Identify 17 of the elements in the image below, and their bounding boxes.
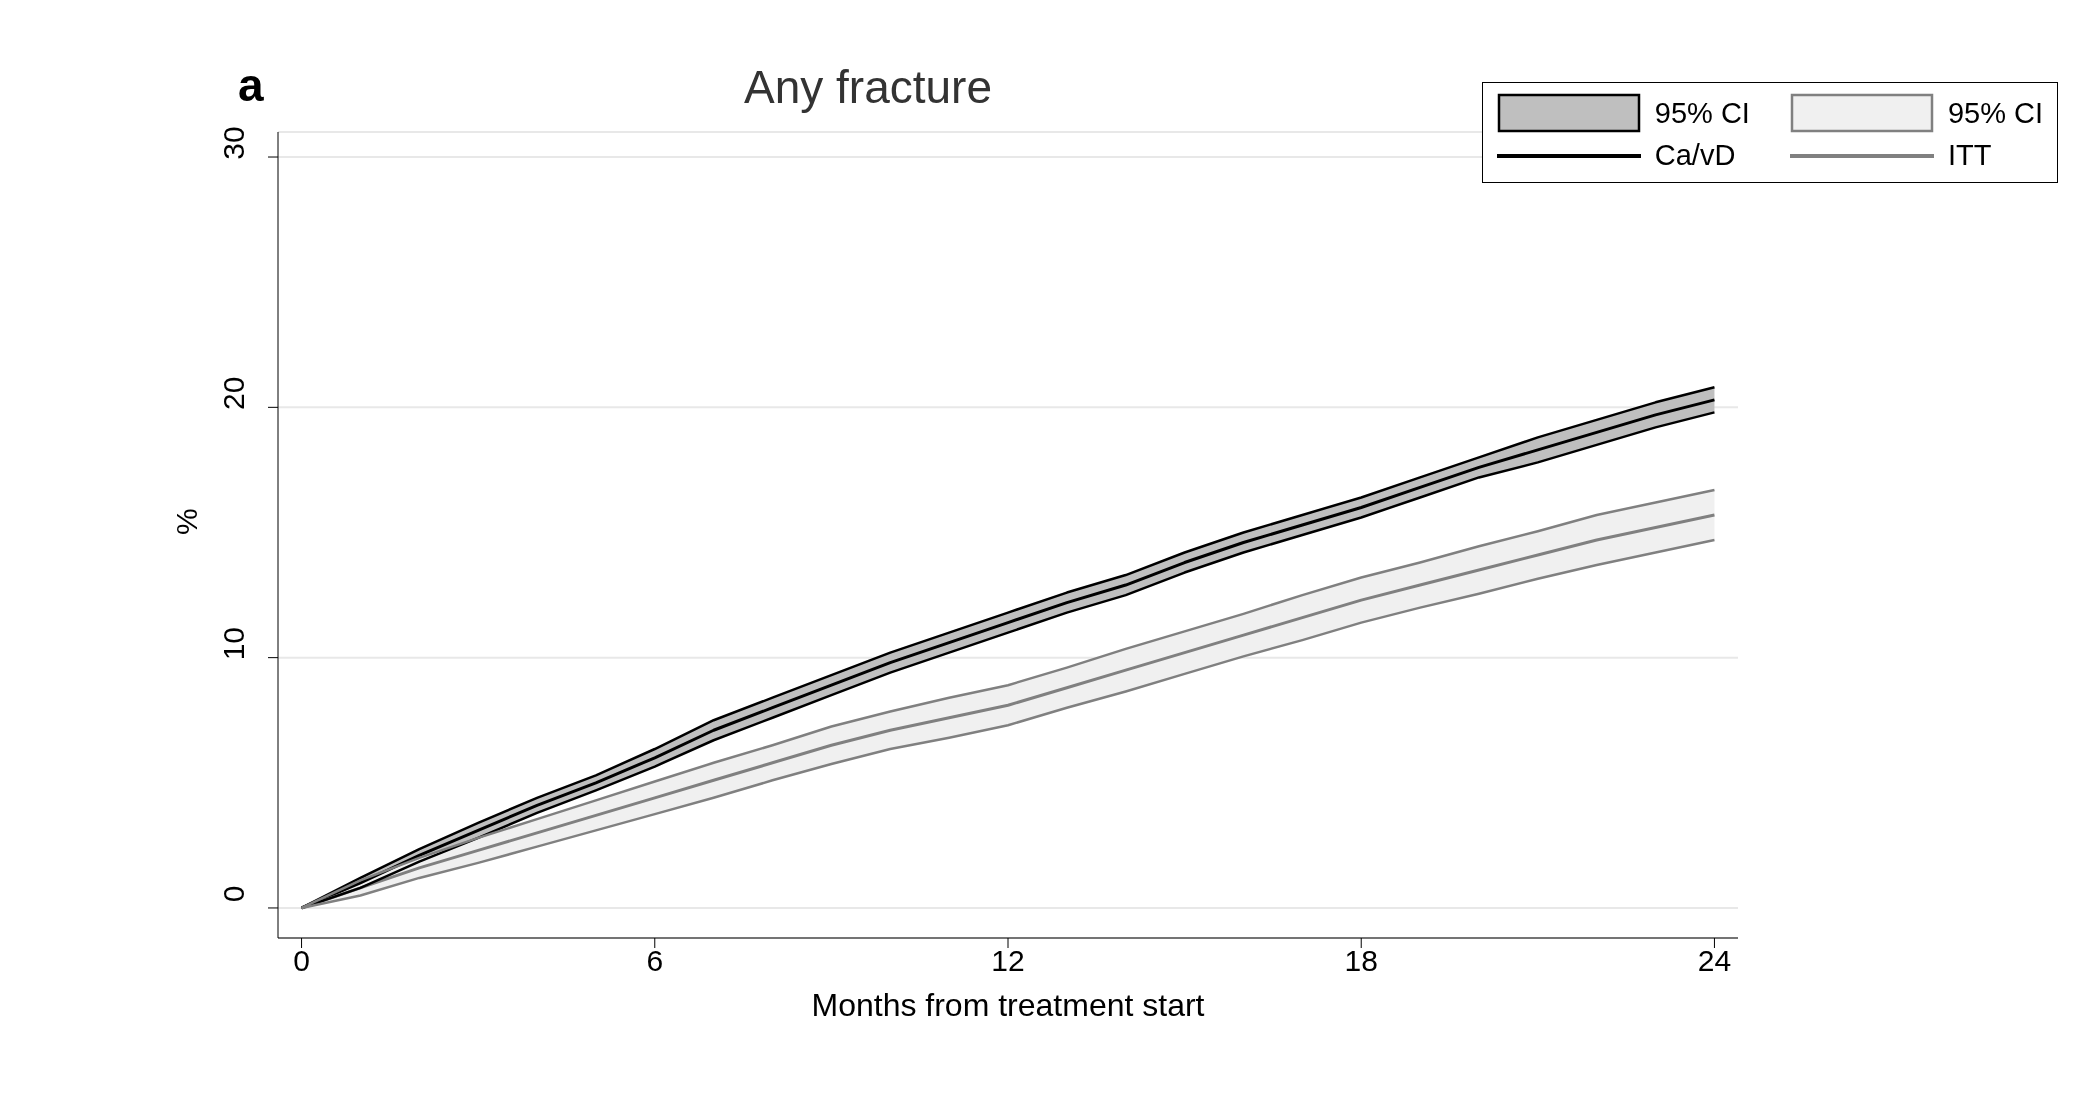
text: a	[238, 58, 264, 112]
x-tick-label: 0	[293, 944, 310, 978]
y-tick-label: 30	[217, 126, 250, 160]
x-tick-label: 6	[646, 944, 664, 978]
legend-label: Ca/vD	[1654, 139, 1736, 172]
x-axis-title: Months from treatment start	[811, 987, 1205, 1023]
text: 95% CI	[1947, 96, 2043, 130]
text: 95% CI	[1654, 96, 1750, 130]
legend-label: ITT	[1947, 139, 1992, 172]
chart-title: Any fracture	[744, 61, 992, 113]
x-tick-label: 18	[1344, 944, 1378, 978]
y-tick-label: 20	[217, 376, 250, 411]
y-tick-label: 0	[217, 885, 250, 903]
x-tick-label: 24	[1697, 944, 1732, 978]
y-tick-label: 10	[217, 626, 250, 661]
y-axis-title: %	[169, 508, 203, 535]
x-tick-label: 12	[991, 944, 1025, 978]
